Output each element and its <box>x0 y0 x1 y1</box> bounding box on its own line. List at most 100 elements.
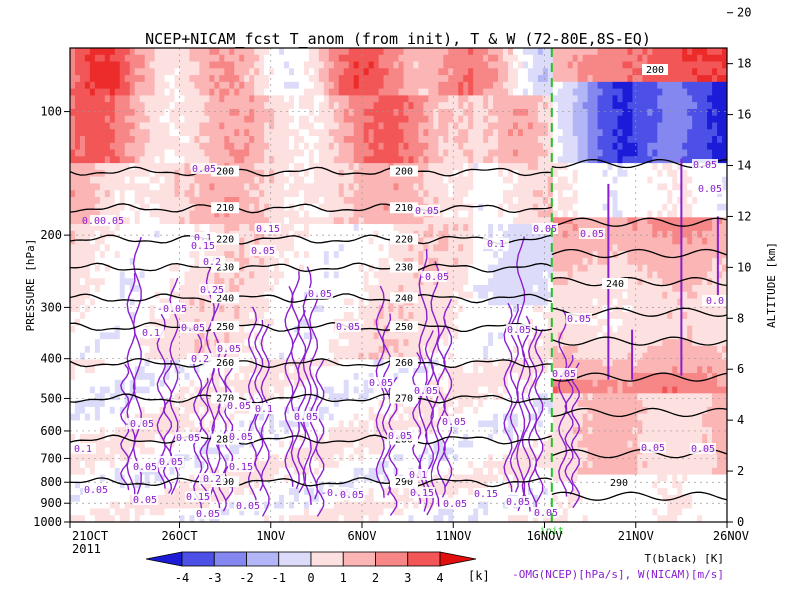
contour-label-bg <box>389 202 418 214</box>
w-label: 0.05 <box>227 401 251 412</box>
altitude-tick-label: 6 <box>737 362 744 376</box>
w-label: 0.05 <box>251 246 275 257</box>
temperature-contour <box>70 434 552 445</box>
pressure-tick-label: 700 <box>40 451 62 465</box>
w-label: 0.1 <box>194 233 212 244</box>
w-label-bg <box>532 223 558 234</box>
w-label: 0.05 <box>308 289 332 300</box>
nicam-contour-label-bg <box>642 64 668 75</box>
altitude-tick-label: 8 <box>737 311 744 325</box>
w-label: -0.05 <box>157 304 187 315</box>
contour-label: 230 <box>395 263 413 274</box>
w-label: 0.05 <box>442 417 466 428</box>
colorbar-low-arrow <box>145 551 183 567</box>
pressure-tick-label: 500 <box>40 391 62 405</box>
w-label-bg <box>533 507 559 518</box>
w-label: 0.05 <box>176 433 200 444</box>
vertical-motion-labels: 0.050.00.050.10.150.20.25-0.050.050.10.2… <box>70 159 727 520</box>
w-label-bg <box>159 303 185 314</box>
w-label-bg <box>175 432 201 443</box>
w-label-bg <box>180 322 206 333</box>
w-label-bg <box>506 324 532 335</box>
w-label: 0.15 <box>410 488 434 499</box>
w-label: 0.05 <box>159 457 183 468</box>
w-label: 0.05 <box>192 164 216 175</box>
altitude-axis-ticks: 0 2 4 6 8 10 12 14 16 18 20 <box>727 6 751 529</box>
contour-label-bg <box>211 357 240 369</box>
contour-label-bg <box>389 233 418 245</box>
contour-label-bg <box>211 233 240 245</box>
contour-label: 220 <box>395 235 413 246</box>
contour-label: 280 <box>216 435 234 446</box>
w-label: 0.05 <box>691 444 715 455</box>
w-label: -0.05 <box>321 488 351 499</box>
contour-label: 200 <box>216 167 234 178</box>
contour-label: 270 <box>395 393 413 404</box>
altitude-tick-label: 18 <box>737 57 751 71</box>
w-label: 0.05 <box>580 229 604 240</box>
colorbar-level-label: 0 <box>307 571 314 585</box>
altitude-tick-label: 16 <box>737 108 751 122</box>
contour-label-bg <box>211 392 240 404</box>
w-label-bg <box>216 343 242 354</box>
contour-label-bg <box>389 392 418 404</box>
w-label-bg <box>421 271 447 282</box>
w-label-bg <box>132 461 158 472</box>
w-label-bg <box>199 256 225 267</box>
w-label-bg <box>235 500 261 511</box>
contour-label-bg <box>211 321 240 333</box>
w-label: 0.15 <box>191 241 215 252</box>
altitude-tick-label: 0 <box>737 515 744 529</box>
vertical-motion-contour <box>503 302 513 493</box>
colorbar-level-label: -2 <box>239 571 253 585</box>
altitude-tick-label: 4 <box>737 413 744 427</box>
contour-label-bg <box>211 202 240 214</box>
w-label-bg <box>132 494 158 505</box>
altitude-tick-label: 2 <box>737 464 744 478</box>
w-label: 0.15 <box>229 462 253 473</box>
nicam-temperature-contour <box>551 336 727 346</box>
w-label: 0.05 <box>236 501 260 512</box>
w-label-bg <box>185 491 211 502</box>
nicam-temperature-contour <box>551 491 727 501</box>
w-label-bg <box>368 377 394 388</box>
w-label: 0.05 <box>443 499 467 510</box>
vertical-motion-contour <box>126 273 136 505</box>
vertical-motion-contour <box>297 310 307 494</box>
w-label-bg <box>441 416 467 427</box>
x-tick-label: 11NOV <box>435 529 471 543</box>
pressure-tick-label: 200 <box>40 228 62 242</box>
contour-label-bg <box>211 292 240 304</box>
temperature-contour <box>70 203 552 214</box>
contour-label: 240 <box>216 293 234 304</box>
w-label: 0.25 <box>200 285 224 296</box>
pressure-tick-label: 400 <box>40 352 62 366</box>
w-label-bg <box>138 327 164 338</box>
vertical-motion-contour <box>162 360 173 494</box>
w-label-bg <box>339 489 365 500</box>
y-axis-label-left: PRESSURE [hPa] <box>24 239 37 332</box>
x-tick-label: 26OCT <box>161 529 197 543</box>
legend-vertical-motion: -OMG(NCEP)[hPa/s], W(NICAM)[m/s] <box>512 568 724 581</box>
vertical-motion-contour <box>521 315 531 512</box>
contour-label: 210 <box>216 203 234 214</box>
w-label: 0.1 <box>487 239 505 250</box>
w-label-bg <box>409 487 435 498</box>
w-label: 0.05 <box>507 325 531 336</box>
w-label: 0.05 <box>415 206 439 217</box>
pressure-tick-label: 900 <box>40 496 62 510</box>
altitude-tick-label: 12 <box>737 209 751 223</box>
y-axis-label-right: ALTITUDE [km] <box>765 242 778 328</box>
temperature-contour <box>70 166 552 177</box>
w-label: 0.05 <box>133 495 157 506</box>
temperature-contour <box>70 322 552 333</box>
w-label-bg <box>190 240 216 251</box>
w-label-bg <box>307 288 333 299</box>
w-label: 0.0 <box>706 296 724 307</box>
w-label: 0.15 <box>474 489 498 500</box>
vertical-motion-contour <box>302 266 312 505</box>
vertical-motion-contour <box>375 285 385 498</box>
contour-label-bg <box>389 357 418 369</box>
x-tick-label: 16NOV <box>526 529 562 543</box>
w-label-bg <box>126 418 152 429</box>
